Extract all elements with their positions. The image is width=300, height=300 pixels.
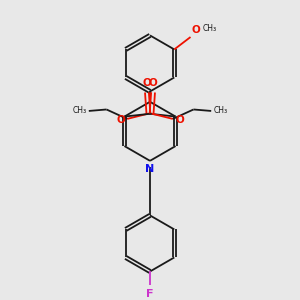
Text: N: N	[146, 164, 154, 174]
Text: O: O	[142, 78, 151, 88]
Text: CH₃: CH₃	[203, 24, 217, 33]
Text: O: O	[116, 116, 125, 125]
Text: O: O	[149, 78, 158, 88]
Text: F: F	[146, 289, 154, 298]
Text: CH₃: CH₃	[213, 106, 227, 116]
Text: CH₃: CH₃	[73, 106, 87, 116]
Text: O: O	[192, 25, 200, 35]
Text: O: O	[175, 116, 184, 125]
